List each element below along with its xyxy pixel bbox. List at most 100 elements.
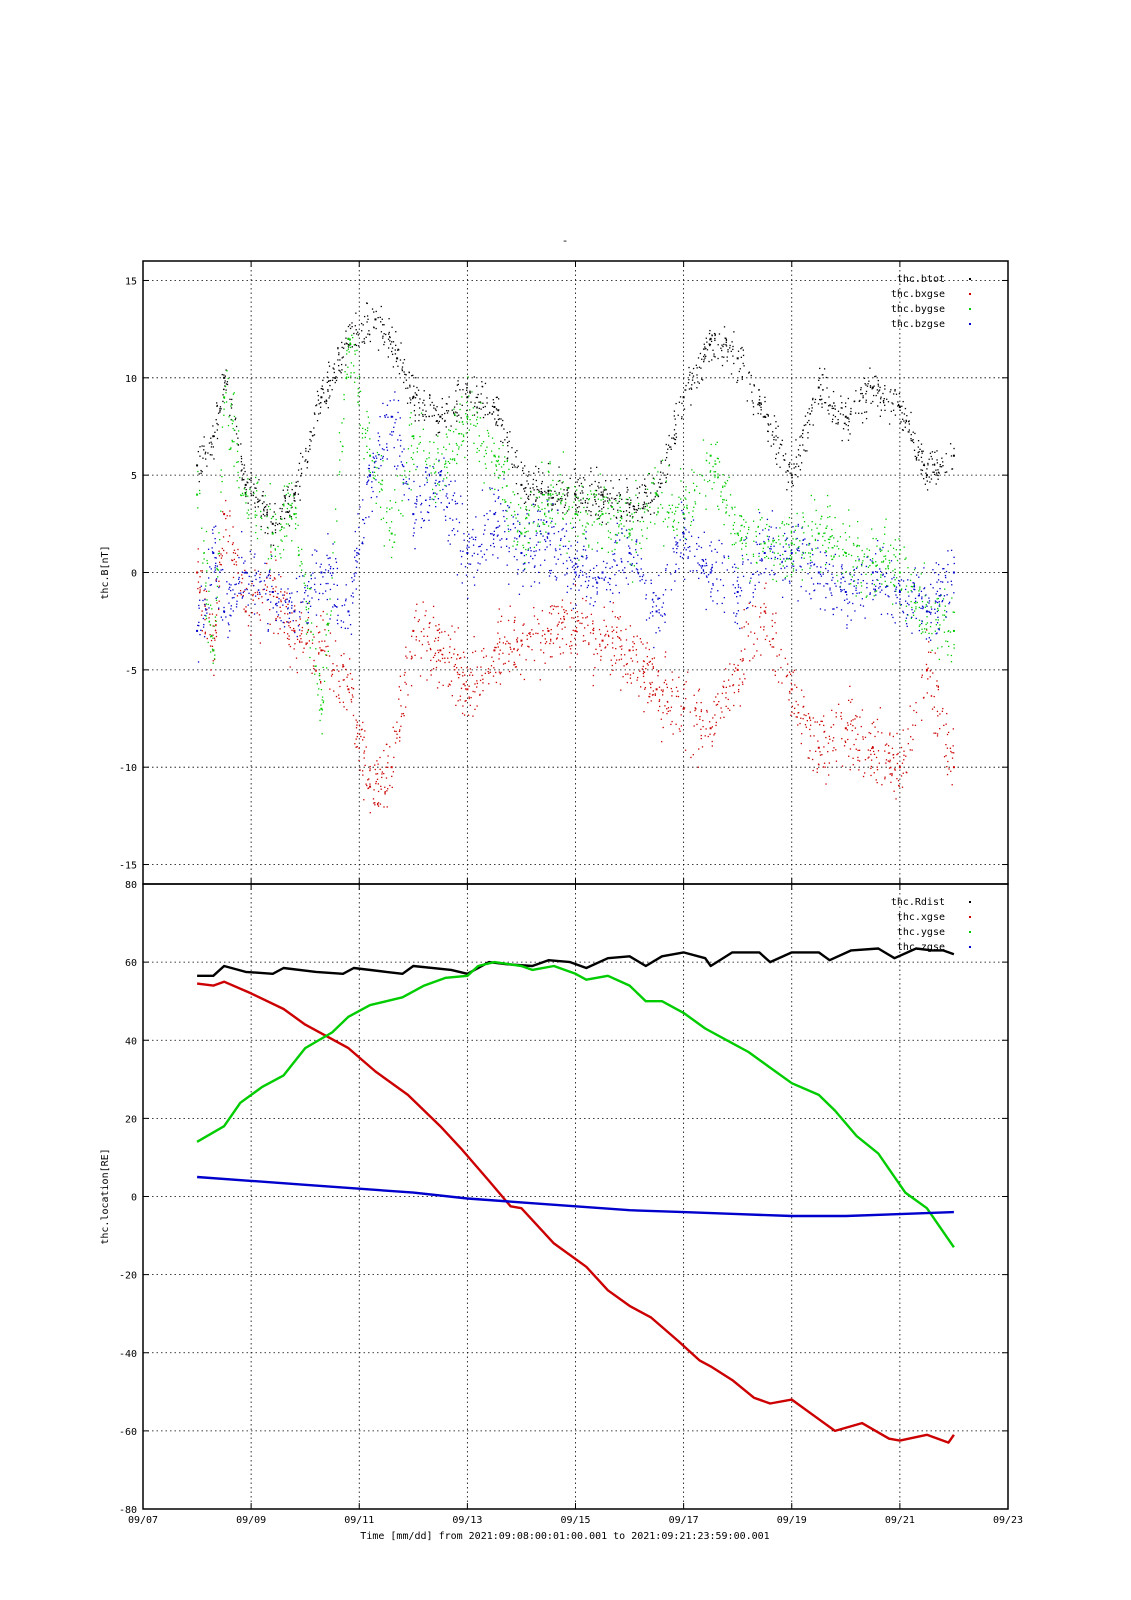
scatter-dot: [748, 526, 750, 529]
scatter-dot: [351, 346, 353, 348]
scatter-dot: [810, 494, 813, 497]
scatter-dot: [928, 610, 930, 613]
scatter-dot: [658, 609, 660, 611]
scatter-dot: [584, 502, 587, 504]
scatter-dot: [569, 559, 572, 561]
scatter-dot: [662, 602, 665, 604]
scatter-dot: [649, 660, 651, 663]
scatter-dot: [595, 648, 597, 650]
scatter-dot: [521, 643, 524, 646]
scatter-dot: [897, 780, 900, 782]
scatter-dot: [697, 536, 700, 539]
scatter-dot: [411, 655, 413, 658]
scatter-dot: [600, 649, 602, 651]
scatter-dot: [577, 615, 579, 618]
scatter-dot: [768, 540, 770, 542]
scatter-dot: [659, 478, 661, 481]
scatter-dot: [438, 628, 441, 630]
scatter-dot: [772, 539, 774, 541]
data-point: [952, 766, 955, 769]
scatter-dot: [853, 580, 856, 582]
scatter-dot: [809, 724, 812, 726]
data-point: [212, 649, 215, 652]
scatter-dot: [809, 423, 811, 426]
scatter-dot: [706, 341, 708, 343]
scatter-dot: [893, 393, 895, 395]
scatter-dot: [786, 537, 788, 539]
scatter-dot: [760, 402, 762, 404]
scatter-dot: [419, 436, 421, 438]
data-point: [244, 571, 247, 574]
scatter-dot: [293, 605, 296, 607]
scatter-dot: [760, 403, 762, 405]
scatter-dot: [508, 670, 511, 673]
scatter-dot: [286, 637, 289, 640]
scatter-dot: [696, 485, 698, 488]
scatter-dot: [929, 625, 932, 628]
scatter-dot: [614, 548, 616, 551]
scatter-dot: [500, 418, 502, 420]
scatter-dot: [514, 616, 516, 619]
scatter-dot: [493, 402, 495, 404]
scatter-dot: [351, 334, 353, 336]
scatter-dot: [260, 525, 262, 528]
scatter-dot: [871, 722, 873, 725]
scatter-dot: [466, 417, 469, 420]
scatter-dot: [662, 689, 664, 691]
scatter-dot: [688, 366, 690, 369]
data-point: [574, 513, 577, 516]
scatter-dot: [872, 537, 874, 540]
scatter-dot: [294, 609, 296, 611]
scatter-dot: [823, 724, 825, 727]
scatter-dot: [305, 459, 307, 461]
scatter-dot: [740, 356, 743, 358]
scatter-dot: [952, 728, 954, 730]
scatter-dot: [533, 659, 536, 662]
scatter-dot: [825, 596, 827, 599]
scatter-dot: [897, 784, 900, 787]
scatter-dot: [629, 534, 631, 536]
scatter-dot: [226, 552, 228, 554]
scatter-dot: [930, 621, 932, 624]
scatter-dot: [714, 714, 716, 716]
scatter-dot: [320, 387, 322, 390]
scatter-dot: [646, 662, 648, 665]
scatter-dot: [270, 554, 272, 556]
scatter-dot: [643, 660, 645, 663]
scatter-dot: [909, 705, 911, 707]
scatter-dot: [913, 709, 915, 712]
scatter-dot: [620, 558, 622, 560]
scatter-dot: [670, 687, 672, 690]
scatter-dot: [556, 500, 558, 502]
scatter-dot: [243, 473, 245, 475]
scatter-dot: [431, 401, 433, 404]
scatter-dot: [573, 617, 575, 619]
data-point: [574, 629, 577, 632]
scatter-dot: [386, 806, 388, 808]
scatter-dot: [309, 588, 312, 590]
scatter-dot: [524, 535, 526, 537]
scatter-dot: [785, 675, 788, 677]
scatter-dot: [536, 618, 539, 621]
scatter-dot: [760, 413, 762, 415]
scatter-dot: [486, 446, 488, 448]
scatter-dot: [306, 467, 308, 469]
scatter-dot: [771, 646, 773, 648]
scatter-dot: [276, 596, 279, 598]
scatter-dot: [643, 681, 645, 684]
scatter-dot: [400, 725, 402, 727]
scatter-dot: [657, 495, 659, 497]
scatter-dot: [901, 762, 904, 764]
scatter-dot: [374, 475, 376, 477]
scatter-dot: [278, 522, 281, 525]
scatter-dot: [356, 377, 358, 379]
scatter-dot: [700, 737, 702, 740]
scatter-dot: [696, 374, 698, 376]
scatter-dot: [532, 522, 534, 524]
scatter-dot: [493, 533, 495, 536]
scatter-dot: [588, 498, 591, 500]
scatter-dot: [210, 437, 212, 439]
scatter-dot: [665, 568, 667, 570]
scatter-dot: [722, 501, 724, 503]
scatter-dot: [652, 694, 654, 696]
